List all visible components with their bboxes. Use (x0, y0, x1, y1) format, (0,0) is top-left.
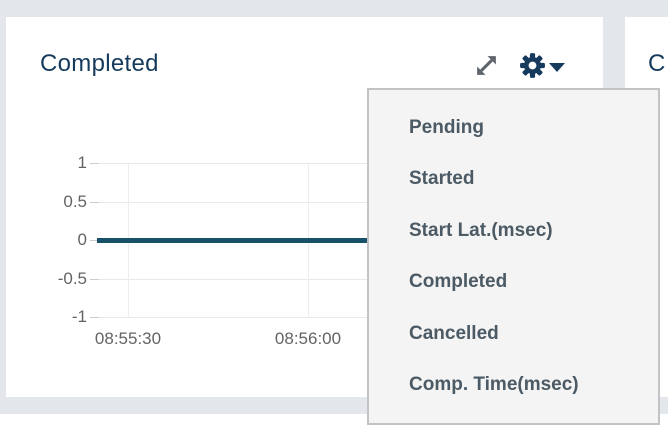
y-tick-label: 0.5 (63, 192, 87, 211)
x-tick-label: 08:56:00 (274, 329, 342, 348)
menu-item-start-latency[interactable]: Start Lat.(msec) (409, 219, 553, 241)
y-axis-tick (90, 163, 99, 164)
gear-icon (520, 53, 545, 78)
menu-item-cancelled[interactable]: Cancelled (409, 322, 499, 344)
panel-title: Completed (40, 50, 159, 77)
menu-item-comp-time[interactable]: Comp. Time(msec) (409, 374, 579, 396)
y-tick-label: 1 (77, 153, 87, 172)
gridline (97, 317, 584, 318)
menu-item-started[interactable]: Started (409, 168, 475, 190)
menu-item-completed[interactable]: Completed (409, 271, 508, 293)
completed-chart: 1 0.5 0 -0.5 -1 08:55:30 08:56:00 (58, 153, 584, 348)
gridline (97, 163, 584, 164)
y-tick-label: 0 (77, 230, 87, 249)
chart-settings-button[interactable] (518, 51, 565, 80)
expand-chart-button[interactable] (473, 52, 500, 79)
y-tick-label: -0.5 (57, 269, 87, 288)
chart-settings-menu: Pending Started Start Lat.(msec) Complet… (367, 88, 660, 425)
x-tick-label: 08:55:30 (94, 329, 162, 348)
expand-icon (477, 56, 496, 75)
y-axis-tick (90, 317, 99, 318)
dashboard-background: Completed (0, 0, 668, 425)
y-axis-tick (90, 202, 99, 203)
gridline (97, 279, 584, 280)
y-axis-tick (90, 240, 99, 241)
data-series-line (97, 238, 584, 243)
gridline (97, 202, 584, 203)
y-tick-label: -1 (71, 307, 87, 326)
panel-title-partial: C (648, 50, 666, 77)
y-axis-tick (90, 279, 99, 280)
caret-down-icon (549, 62, 565, 72)
menu-item-pending[interactable]: Pending (409, 116, 484, 138)
